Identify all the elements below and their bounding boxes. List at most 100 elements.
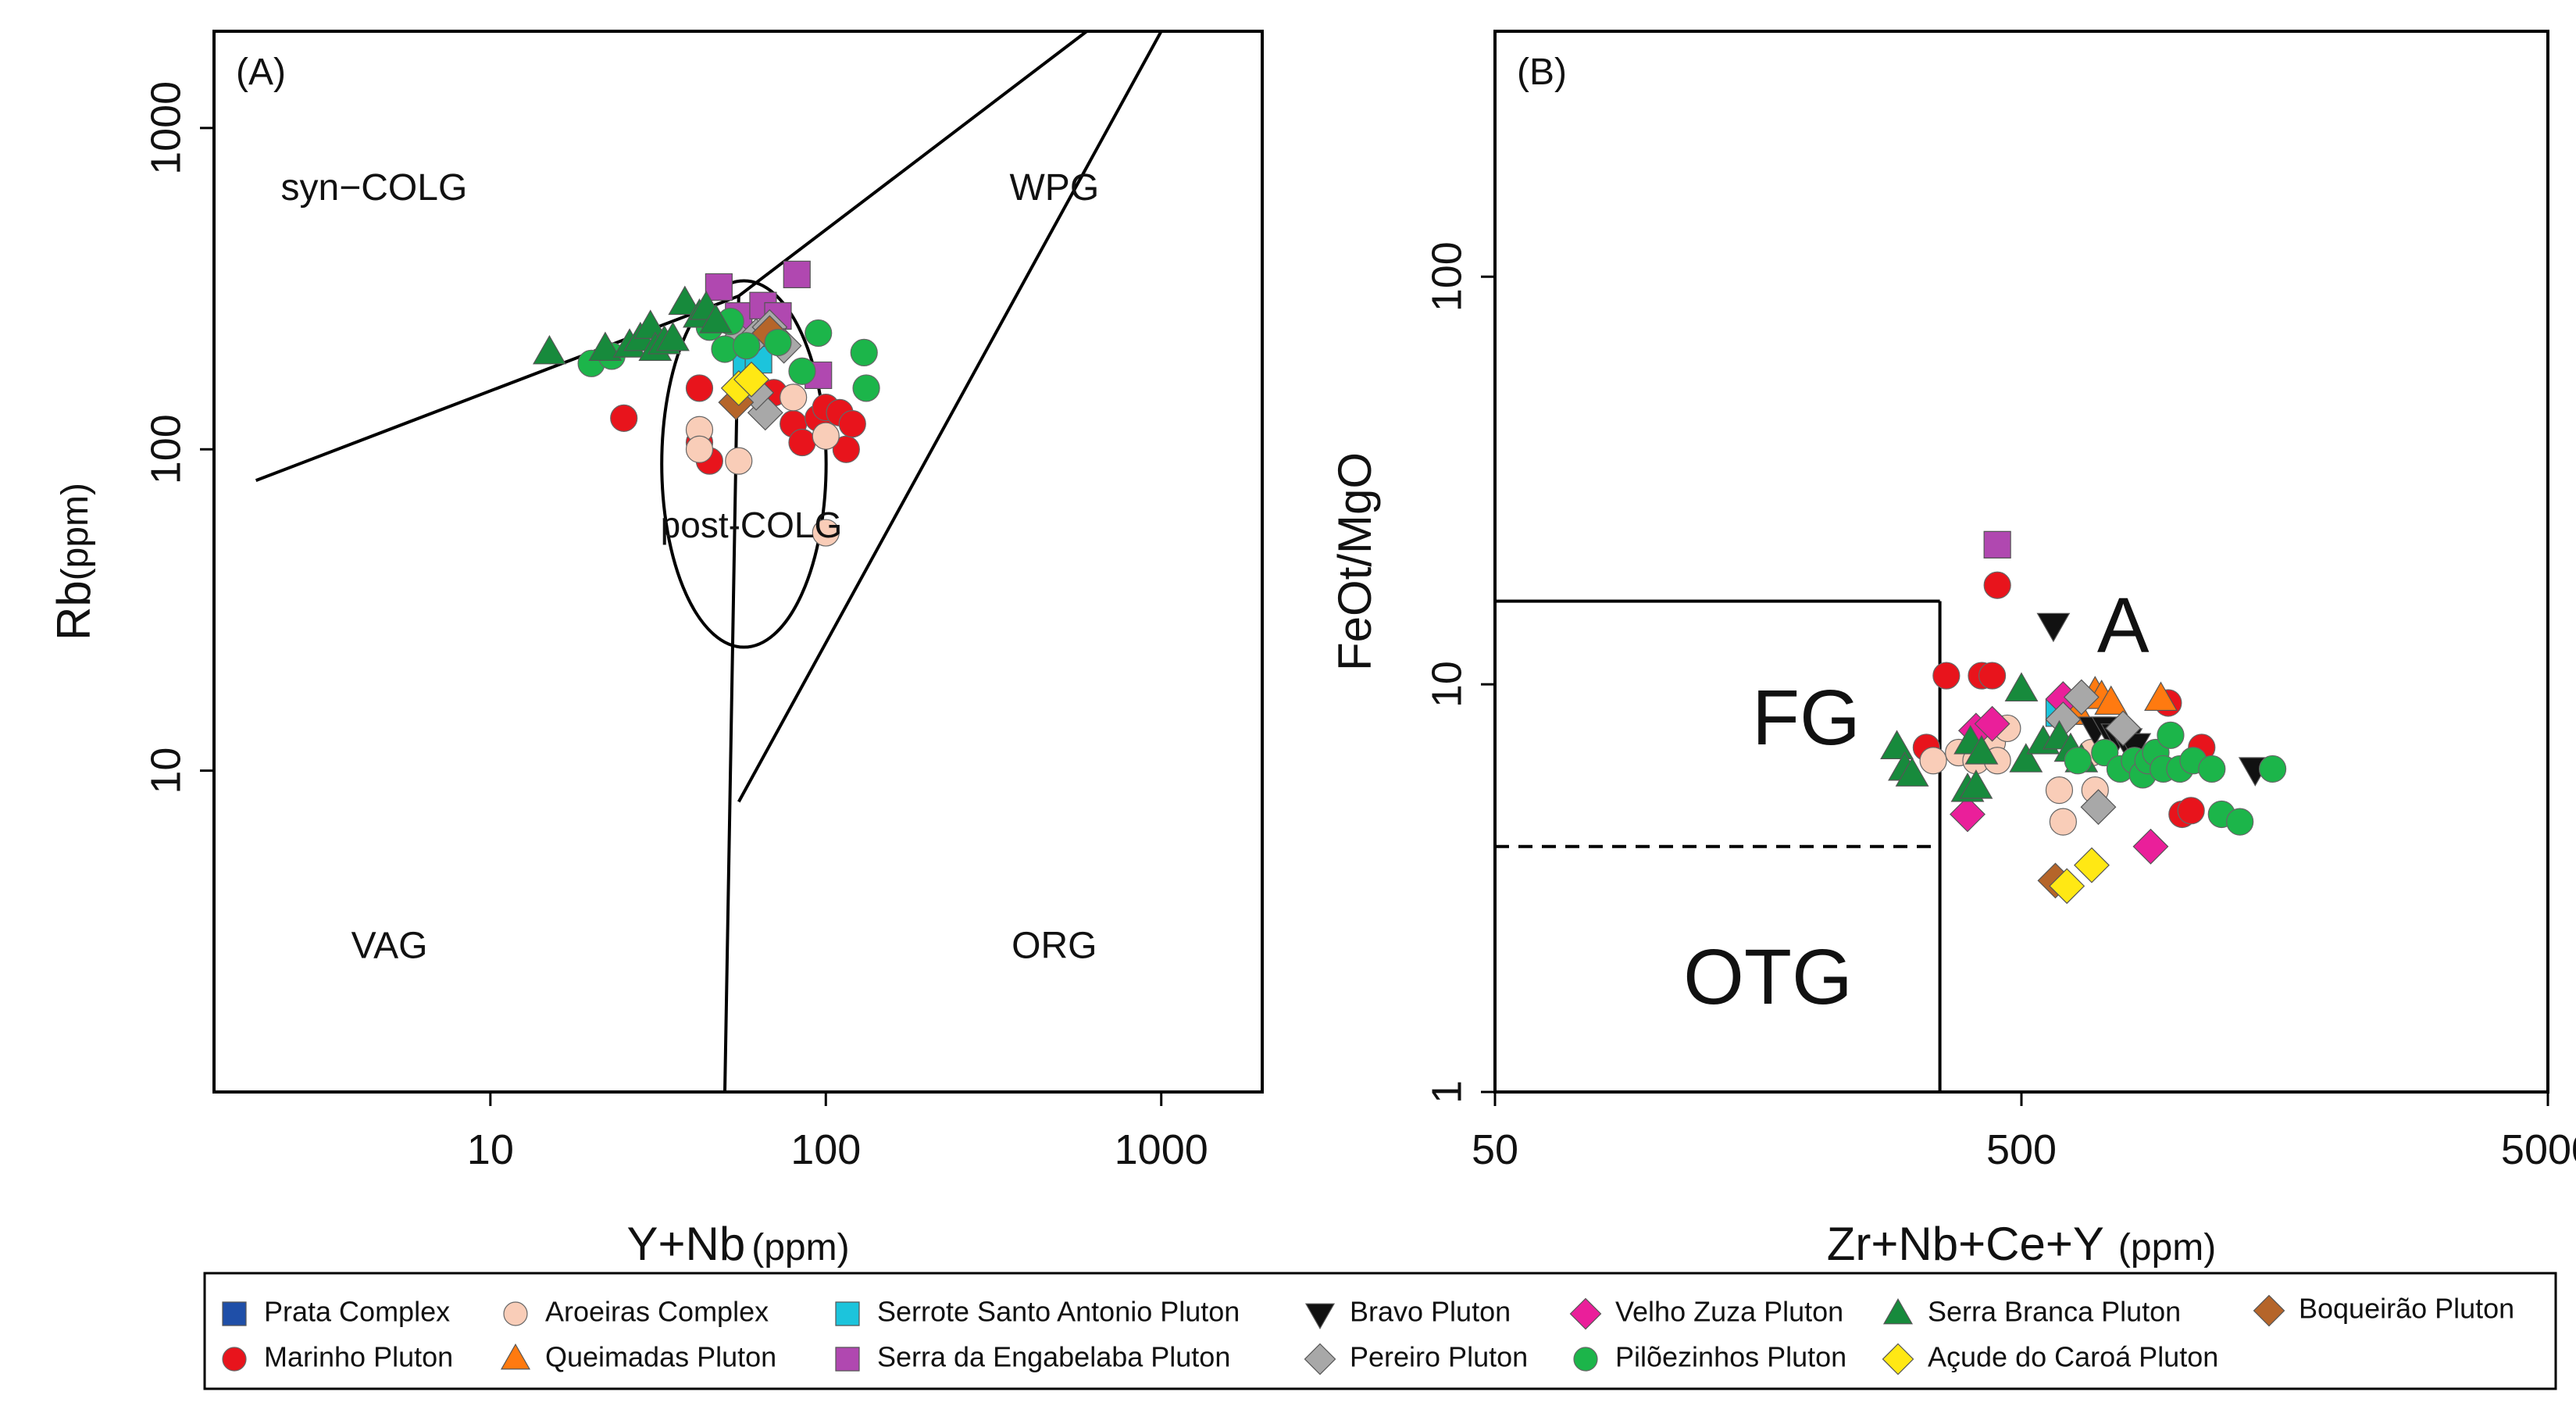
legend-marker bbox=[222, 1347, 247, 1372]
legend-marker bbox=[1304, 1303, 1336, 1329]
data-point bbox=[733, 332, 761, 360]
legend-item-serra-da-engabelaba-pluton: Serra da Engabelaba Pluton bbox=[835, 1341, 1230, 1373]
legend-label: Pereiro Pluton bbox=[1350, 1341, 1528, 1373]
data-point bbox=[2177, 797, 2205, 825]
legend-item-serrote-santo-antonio-pluton: Serrote Santo Antonio Pluton bbox=[835, 1296, 1240, 1328]
data-point bbox=[2080, 789, 2117, 826]
legend-label: Bravo Pluton bbox=[1350, 1296, 1511, 1328]
series-marinho-pluton bbox=[1912, 571, 2216, 829]
legend-label: Aroeiras Complex bbox=[545, 1296, 769, 1328]
legend-marker bbox=[222, 1301, 247, 1326]
data-point bbox=[1978, 662, 2007, 690]
plot-frame bbox=[1493, 30, 2549, 1094]
data-point bbox=[2063, 679, 2100, 715]
legend-frame bbox=[203, 1272, 2557, 1390]
x-tick-label: 50 bbox=[1472, 1126, 1518, 1173]
y-tick-label: 10 bbox=[142, 748, 189, 794]
data-point bbox=[2074, 847, 2110, 883]
x-tick-label: 10 bbox=[467, 1126, 514, 1173]
data-point bbox=[2198, 755, 2226, 783]
y-tick-label: 10 bbox=[1423, 661, 1470, 708]
x-tick-label: 100 bbox=[790, 1126, 861, 1173]
data-point bbox=[2049, 868, 2085, 905]
legend-marker bbox=[1569, 1297, 1602, 1330]
plot-area bbox=[255, 31, 1163, 1092]
field-label-wpg: WPG bbox=[1010, 167, 1100, 209]
legend-label: Serra Branca Pluton bbox=[1928, 1296, 2181, 1328]
field-label-otg: OTG bbox=[1683, 933, 1853, 1021]
legend-marker bbox=[503, 1301, 528, 1326]
data-point bbox=[668, 285, 702, 316]
data-point bbox=[2105, 710, 2142, 747]
x-tick-label: 1000 bbox=[1115, 1126, 1208, 1173]
data-point bbox=[838, 410, 866, 438]
data-point bbox=[788, 428, 816, 457]
series-serra-da-engabelaba-pluton bbox=[1983, 530, 2011, 558]
data-point bbox=[2036, 612, 2071, 643]
legend-marker bbox=[1573, 1347, 1598, 1372]
data-point bbox=[533, 334, 566, 365]
data-point bbox=[1950, 796, 1986, 833]
legend-label: Serrote Santo Antonio Pluton bbox=[877, 1296, 1240, 1328]
legend-item-marinho-pluton: Marinho Pluton bbox=[222, 1341, 453, 1373]
data-point bbox=[2157, 721, 2185, 749]
y-tick-label: 1000 bbox=[142, 81, 189, 175]
data-point bbox=[2226, 808, 2254, 836]
series-piloezinhos-pluton bbox=[2064, 721, 2287, 836]
data-point bbox=[783, 260, 811, 289]
y-axis-label: FeOt/MgO bbox=[1329, 452, 1381, 671]
data-point bbox=[1974, 705, 2010, 742]
y-tick-label: 100 bbox=[142, 414, 189, 484]
field-label-syn-colg: syn−COLG bbox=[281, 167, 468, 209]
data-point bbox=[788, 357, 816, 385]
legend-item-pereiro-pluton: Pereiro Pluton bbox=[1304, 1341, 1528, 1376]
legend-item-bravo-pluton: Bravo Pluton bbox=[1304, 1296, 1511, 1329]
data-point bbox=[2049, 808, 2077, 836]
data-point bbox=[2045, 776, 2074, 805]
data-point bbox=[656, 321, 690, 351]
data-point bbox=[2258, 755, 2287, 783]
field-boundary-line bbox=[737, 31, 1088, 298]
legend-item-piloezinhos-pluton: Pilõezinhos Pluton bbox=[1573, 1341, 1846, 1373]
data-point bbox=[1919, 747, 1947, 775]
data-point bbox=[1880, 730, 1914, 759]
data-point bbox=[812, 422, 840, 450]
legend-item-velho-zuza-pluton: Velho Zuza Pluton bbox=[1569, 1296, 1843, 1330]
data-point bbox=[685, 435, 714, 463]
series-aroeiras-complex bbox=[685, 384, 840, 547]
field-label-fg: FG bbox=[1752, 674, 1861, 762]
series-aroeiras-complex bbox=[1919, 714, 2109, 836]
field-label-vag: VAG bbox=[351, 926, 428, 967]
legend-marker bbox=[1882, 1343, 1914, 1376]
y-axis-label: Rb(ppm) bbox=[48, 483, 100, 640]
field-label-org: ORG bbox=[1011, 926, 1097, 967]
data-point bbox=[725, 447, 753, 475]
data-point bbox=[705, 273, 733, 302]
legend-label: Velho Zuza Pluton bbox=[1615, 1296, 1843, 1328]
legend-label: Serra da Engabelaba Pluton bbox=[877, 1341, 1230, 1373]
data-point bbox=[685, 374, 714, 402]
y-tick-label: 1 bbox=[1423, 1080, 1470, 1104]
data-point bbox=[1959, 769, 1993, 799]
legend-marker bbox=[835, 1347, 860, 1372]
legend: Prata Complex Marinho Pluton Aroeiras Comp… bbox=[203, 1272, 2557, 1390]
x-tick-label: 500 bbox=[1986, 1126, 2057, 1173]
legend-item-acude-do-caroa-pluton: Açude do Caroá Pluton bbox=[1882, 1341, 2218, 1376]
data-point bbox=[733, 361, 769, 398]
legend-marker bbox=[1304, 1343, 1336, 1376]
x-axis-label-unit: (ppm) bbox=[751, 1227, 849, 1268]
data-point bbox=[1983, 571, 2011, 599]
series-velho-zuza-pluton bbox=[1950, 681, 2169, 865]
x-axis-label-main: Zr+Nb+Ce+Y bbox=[1827, 1218, 2104, 1270]
legend-marker bbox=[1882, 1298, 1914, 1325]
plot-area bbox=[1495, 530, 2287, 1092]
field-boundary-line bbox=[722, 295, 740, 1092]
panel-b: FG A OTG (B) 50 500 5000 1 10 100 Zr+Nb+Ce+Y (ppm) F… bbox=[1329, 30, 2576, 1270]
legend-label: Boqueirão Pluton bbox=[2299, 1293, 2514, 1325]
field-boundary-line bbox=[737, 31, 1163, 803]
y-axis-label-main: Rb bbox=[48, 580, 100, 640]
legend-item-prata-complex: Prata Complex bbox=[222, 1296, 450, 1328]
legend-item-serra-branca-pluton: Serra Branca Pluton bbox=[1882, 1296, 2181, 1328]
data-point bbox=[1895, 757, 1929, 787]
